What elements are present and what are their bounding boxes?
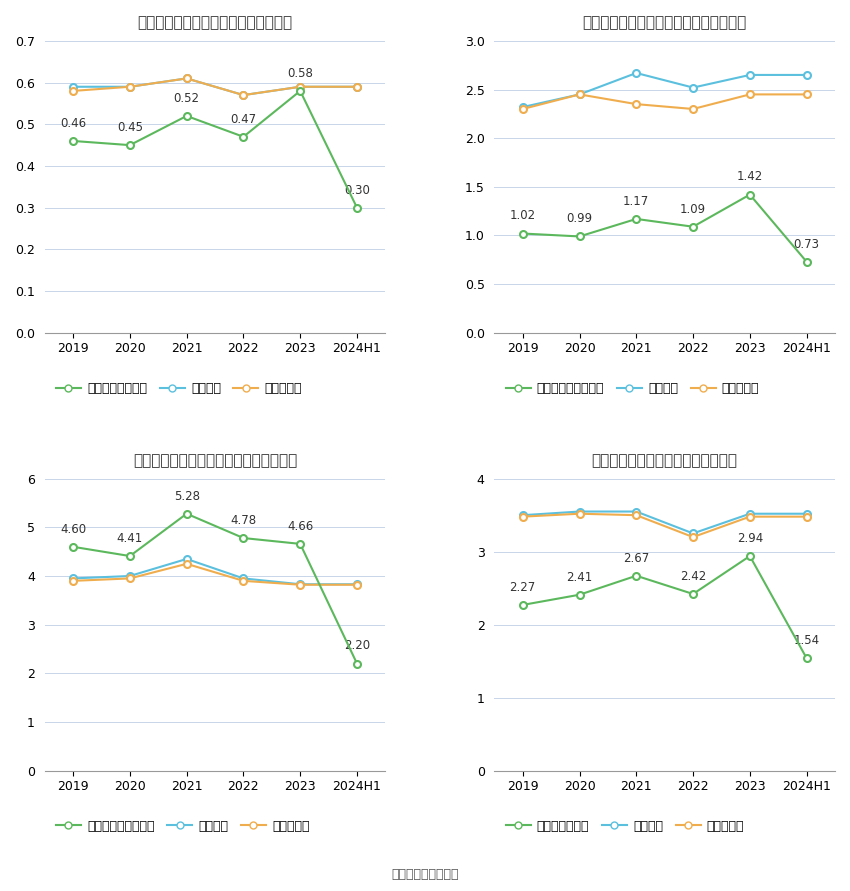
Text: 2.20: 2.20	[344, 640, 370, 652]
Title: 襄阳轴承历年应收账款周转率情况（次）: 襄阳轴承历年应收账款周转率情况（次）	[133, 453, 298, 468]
Text: 1.54: 1.54	[794, 634, 819, 647]
Text: 0.58: 0.58	[287, 67, 313, 80]
Title: 襄阳轴承历年固定资产周转率情况（次）: 襄阳轴承历年固定资产周转率情况（次）	[582, 15, 747, 30]
Text: 1.02: 1.02	[510, 209, 536, 223]
Legend: 公司总资产周转率, 行业均值, 行业中位数: 公司总资产周转率, 行业均值, 行业中位数	[51, 377, 307, 400]
Legend: 公司存货周转率, 行业均值, 行业中位数: 公司存货周转率, 行业均值, 行业中位数	[501, 814, 750, 838]
Text: 0.99: 0.99	[566, 212, 592, 225]
Text: 4.78: 4.78	[230, 514, 257, 527]
Text: 1.17: 1.17	[623, 195, 649, 208]
Text: 0.46: 0.46	[60, 117, 86, 130]
Text: 4.60: 4.60	[60, 523, 86, 535]
Text: 5.28: 5.28	[173, 490, 200, 503]
Text: 0.30: 0.30	[344, 184, 370, 197]
Text: 2.94: 2.94	[737, 532, 763, 545]
Text: 0.45: 0.45	[117, 121, 143, 134]
Text: 2.27: 2.27	[510, 581, 536, 593]
Text: 2.42: 2.42	[680, 570, 706, 583]
Text: 4.66: 4.66	[287, 519, 314, 533]
Title: 襄阳轴承历年总资产周转率情况（次）: 襄阳轴承历年总资产周转率情况（次）	[138, 15, 292, 30]
Text: 0.47: 0.47	[230, 112, 257, 126]
Text: 数据来源：恒生聚源: 数据来源：恒生聚源	[391, 868, 459, 880]
Legend: 公司应收账款周转率, 行业均值, 行业中位数: 公司应收账款周转率, 行业均值, 行业中位数	[51, 814, 314, 838]
Text: 4.41: 4.41	[116, 532, 143, 545]
Text: 0.52: 0.52	[173, 92, 200, 105]
Legend: 公司固定资产周转率, 行业均值, 行业中位数: 公司固定资产周转率, 行业均值, 行业中位数	[501, 377, 764, 400]
Text: 2.67: 2.67	[623, 552, 649, 565]
Text: 1.09: 1.09	[680, 202, 706, 216]
Title: 襄阳轴承历年存货周转率情况（次）: 襄阳轴承历年存货周转率情况（次）	[592, 453, 738, 468]
Text: 2.41: 2.41	[566, 570, 592, 584]
Text: 1.42: 1.42	[737, 170, 763, 184]
Text: 0.73: 0.73	[794, 238, 819, 250]
